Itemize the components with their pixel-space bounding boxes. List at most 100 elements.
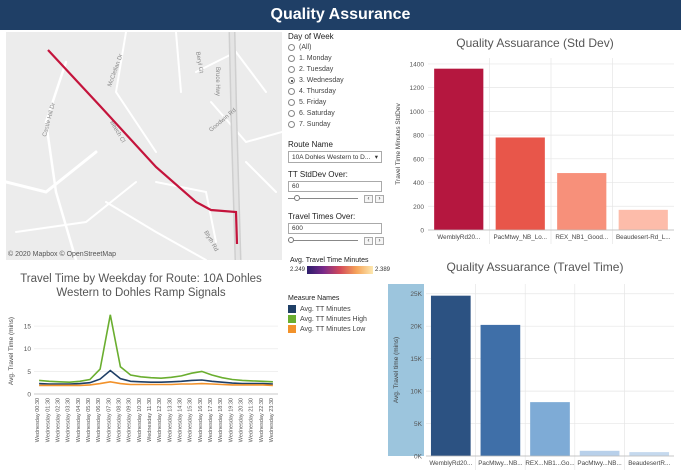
route-name-dropdown[interactable]: 10A Dohles Western to D... ▾ — [288, 151, 382, 163]
travel-time-slider-handle[interactable] — [288, 237, 294, 243]
y-tick-label: 10K — [410, 389, 422, 396]
day-of-week-radio-group[interactable]: (All) 1. Monday 2. Tuesday 3. Wednesday 4. T… — [288, 42, 388, 130]
y-tick-label: 1400 — [410, 61, 425, 68]
bar — [480, 324, 521, 456]
measure-legend-item[interactable]: Avg. TT Minutes Low — [288, 324, 388, 334]
y-axis-highlight — [388, 284, 424, 456]
y-axis-label: Avg. Travel Time (mins) — [8, 317, 15, 385]
x-tick-label: Wednesday 00:30 — [35, 398, 41, 442]
route-name-value: 10A Dohles Western to D... — [292, 153, 371, 161]
measure-legend-title: Measure Names — [288, 295, 340, 302]
measure-legend-item[interactable]: Avg. TT Minutes High — [288, 314, 388, 324]
radio-button[interactable] — [288, 55, 295, 62]
stddev-slider-row: ‹ › — [288, 194, 384, 203]
x-tick-label: Wednesday 05:30 — [86, 398, 92, 442]
legend-swatch — [288, 325, 296, 333]
map-roads — [6, 32, 282, 260]
x-tick-label: WemblyRd20... — [429, 460, 472, 467]
day-option-label: 1. Monday — [299, 55, 332, 62]
measure-legend-item[interactable]: Avg. TT Minutes — [288, 304, 388, 314]
day-option-label: 6. Saturday — [299, 110, 335, 117]
measure-legend-label: Avg. TT Minutes — [300, 305, 351, 313]
x-tick-label: Wednesday 17:30 — [208, 398, 214, 442]
dashboard-title: Quality Assurance — [270, 6, 411, 23]
day-option[interactable]: 4. Thursday — [288, 86, 388, 97]
stddev-decrement-button[interactable]: ‹ — [364, 194, 373, 203]
day-option[interactable]: 2. Tuesday — [288, 64, 388, 75]
day-option[interactable]: 5. Friday — [288, 97, 388, 108]
x-tick-label: Wednesday 09:30 — [127, 398, 133, 442]
radio-button[interactable] — [288, 88, 295, 95]
travel-time-input[interactable]: 600 — [288, 223, 382, 234]
day-option[interactable]: 1. Monday — [288, 53, 388, 64]
radio-button[interactable] — [288, 77, 295, 84]
y-tick-label: 0 — [420, 228, 424, 235]
bar — [629, 452, 670, 456]
stddev-chart-title: Quality Assuarance (Std Dev) — [456, 36, 614, 50]
filter-panel: Day of Week (All) 1. Monday 2. Tuesday 3. W… — [288, 32, 388, 130]
travel-time-decrement-button[interactable]: ‹ — [364, 236, 373, 245]
travel-time-slider[interactable] — [288, 237, 358, 243]
travel-time-increment-button[interactable]: › — [375, 236, 384, 245]
stddev-input[interactable]: 60 — [288, 181, 382, 192]
y-tick-label: 1200 — [410, 85, 425, 92]
x-tick-label: WemblyRd20... — [437, 234, 480, 241]
bar — [434, 68, 484, 230]
y-tick-label: 20K — [410, 324, 422, 331]
measure-legend-label: Avg. TT Minutes High — [300, 315, 367, 323]
radio-button[interactable] — [288, 99, 295, 106]
color-legend-title: Avg. Travel Time Minutes — [290, 257, 369, 264]
weekday-line-chart: 0 5 10 15 Avg. Travel Time (mins) Wednesday 0… — [8, 314, 278, 442]
x-tick-label: Wednesday 19:30 — [228, 398, 234, 442]
x-tick-label: Wednesday 23:30 — [269, 398, 275, 442]
stddev-slider[interactable] — [288, 195, 358, 201]
weekday-chart-title: Travel Time by Weekday for Route: 10A Do… — [20, 273, 262, 299]
x-tick-label: Wednesday 10:30 — [137, 398, 143, 442]
travel-time-chart-title: Quality Assuarance (Travel Time) — [446, 260, 624, 274]
color-legend: Avg. Travel Time Minutes 2.249 2.389 — [290, 257, 390, 274]
y-axis-label: Avg. Travel time (mins) — [393, 337, 400, 403]
stddev-filter: TT StdDev Over: 60 ‹ › — [288, 170, 384, 203]
travel-time-label: Travel Times Over: — [288, 212, 356, 221]
bar — [557, 173, 607, 230]
x-tick-label: Wednesday 04:30 — [76, 398, 82, 442]
day-option-label: 4. Thursday — [299, 88, 336, 95]
map-canvas[interactable]: McClellan Dr Beryl Gt Bruce Hwy Castle H… — [6, 32, 282, 260]
measure-legend: Measure Names Avg. TT Minutes Avg. TT Min… — [288, 295, 388, 334]
x-tick-label: REX...NB1...Go... — [525, 460, 575, 467]
route-filter: Route Name 10A Dohles Western to D... ▾ — [288, 140, 382, 163]
bar — [579, 450, 620, 456]
measure-legend-label: Avg. TT Minutes Low — [300, 325, 366, 333]
color-gradient-bar — [307, 266, 373, 274]
map-attribution[interactable]: © 2020 Mapbox © OpenStreetMap — [8, 251, 116, 258]
day-option[interactable]: (All) — [288, 42, 388, 53]
color-legend-min: 2.249 — [290, 267, 306, 273]
route-line[interactable] — [47, 49, 239, 245]
y-tick-label: 800 — [413, 133, 424, 140]
day-option-label: (All) — [299, 44, 312, 51]
travel-time-filter: Travel Times Over: 600 ‹ › — [288, 212, 384, 245]
x-tick-label: Wednesday 18:30 — [218, 398, 224, 442]
day-option[interactable]: 7. Sunday — [288, 119, 388, 130]
radio-button[interactable] — [288, 121, 295, 128]
x-tick-label: Wednesday 13:30 — [167, 398, 173, 442]
day-option[interactable]: 3. Wednesday — [288, 75, 388, 86]
series-line — [39, 314, 273, 384]
x-tick-label: Wednesday 16:30 — [198, 398, 204, 442]
route-map[interactable]: McClellan Dr Beryl Gt Bruce Hwy Castle H… — [6, 32, 282, 260]
x-tick-label: Wednesday 20:30 — [238, 398, 244, 442]
radio-button[interactable] — [288, 66, 295, 73]
stddev-slider-handle[interactable] — [294, 195, 300, 201]
radio-button[interactable] — [288, 44, 295, 51]
svg-text:Bruce Hwy: Bruce Hwy — [214, 67, 220, 96]
y-tick-label: 15 — [24, 324, 32, 331]
series-line — [39, 380, 273, 387]
x-tick-label: Wednesday 01:30 — [45, 398, 51, 442]
day-option[interactable]: 6. Saturday — [288, 108, 388, 119]
y-tick-label: 1000 — [410, 109, 425, 116]
radio-button[interactable] — [288, 110, 295, 117]
x-tick-label: Wednesday 11:30 — [147, 398, 153, 442]
day-option-label: 5. Friday — [299, 99, 327, 106]
y-tick-label: 25K — [410, 291, 422, 298]
stddev-increment-button[interactable]: › — [375, 194, 384, 203]
